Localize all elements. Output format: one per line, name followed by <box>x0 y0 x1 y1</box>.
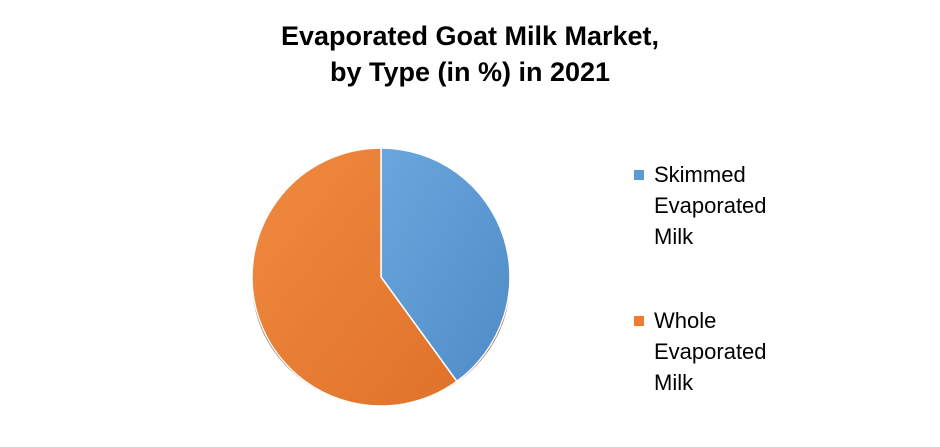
pie-slices <box>251 147 511 407</box>
legend-item-whole: Whole Evaporated Milk <box>632 305 822 398</box>
pie-slice-whole <box>251 147 458 407</box>
legend-label-whole: Whole Evaporated Milk <box>654 308 767 395</box>
legend-item-skimmed: Skimmed Evaporated Milk <box>632 159 822 252</box>
legend: Skimmed Evaporated Milk Whole Evaporated… <box>632 159 822 398</box>
legend-label-skimmed: Skimmed Evaporated Milk <box>654 162 767 249</box>
pie-slice-skimmed <box>380 147 511 383</box>
legend-swatch-skimmed <box>634 170 644 180</box>
legend-swatch-whole <box>634 316 644 326</box>
chart-title: Evaporated Goat Milk Market, by Type (in… <box>0 18 940 90</box>
chart-title-line-2: by Type (in %) in 2021 <box>329 57 611 87</box>
chart-title-line-1: Evaporated Goat Milk Market, <box>280 21 660 51</box>
